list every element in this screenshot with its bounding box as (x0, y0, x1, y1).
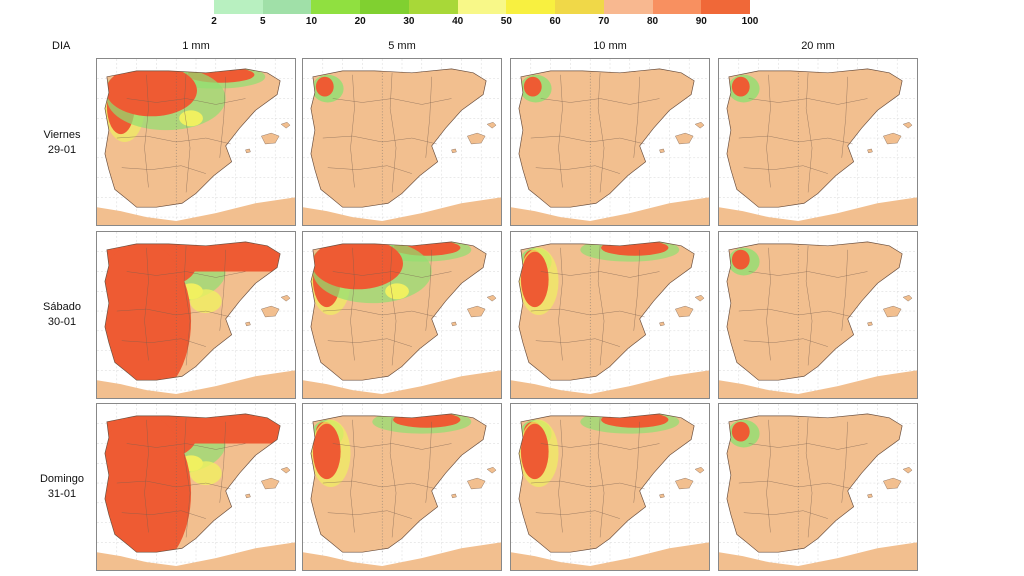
map-panel (302, 231, 502, 399)
map-panel (510, 58, 710, 226)
column-header-5mm: 5 mm (388, 40, 416, 52)
row-day: Viernes (43, 129, 81, 141)
legend-tick-label: 100 (741, 16, 759, 27)
row-date: 29-01 (47, 144, 77, 156)
legend-swatch (701, 0, 751, 14)
row-date: 31-01 (47, 488, 77, 500)
map-panel (718, 58, 918, 226)
map-panel (96, 58, 296, 226)
legend-tick-label: 5 (259, 16, 266, 27)
legend-tick-label: 60 (549, 16, 561, 27)
legend-swatch (603, 0, 653, 14)
map-panel (510, 403, 710, 571)
row-label-1: Viernes 29-01 (30, 128, 94, 158)
legend-tick-label: 10 (305, 16, 318, 27)
legend-labels: 2 5 10 20 30 40 50 60 70 80 90 100 (207, 16, 767, 30)
legend-tick-label: 20 (354, 16, 366, 27)
row-label-3: Domingo 31-01 (30, 472, 94, 502)
legend-swatch (311, 0, 361, 14)
column-header-1mm: 1 mm (182, 40, 210, 52)
map-panel (718, 403, 918, 571)
legend-tick-label: 30 (403, 16, 415, 27)
map-panel (96, 231, 296, 399)
legend-swatch (360, 0, 409, 14)
legend-swatch (214, 0, 263, 14)
legend-tick-label: 90 (695, 16, 707, 27)
map-panel (510, 231, 710, 399)
row-label-2: Sábado 30-01 (30, 300, 94, 330)
map-panel (96, 403, 296, 571)
legend-swatch (652, 0, 702, 14)
legend-tick-label: 80 (646, 16, 659, 27)
dia-header: DIA (52, 40, 71, 52)
legend-tick-label: 70 (598, 16, 610, 27)
legend-tick-label: 50 (500, 16, 512, 27)
legend-swatch (408, 0, 458, 14)
map-panel (302, 403, 502, 571)
row-day: Sábado (43, 301, 81, 313)
legend-swatch (262, 0, 312, 14)
column-header-20mm: 20 mm (801, 40, 835, 52)
column-header-10mm: 10 mm (593, 40, 627, 52)
legend-tick-label: 2 (211, 16, 217, 27)
legend-tick-label: 40 (452, 16, 464, 27)
row-date: 30-01 (47, 316, 77, 328)
map-panel (302, 58, 502, 226)
legend-swatch (555, 0, 604, 14)
legend-swatch (457, 0, 507, 14)
row-day: Domingo (39, 473, 85, 485)
probability-legend (214, 0, 751, 16)
legend-swatch (506, 0, 556, 14)
map-panel (718, 231, 918, 399)
